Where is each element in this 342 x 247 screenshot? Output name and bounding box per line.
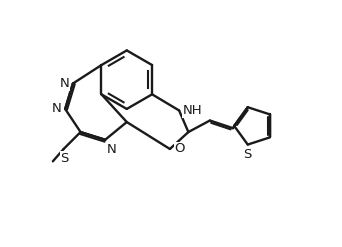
Text: NH: NH	[183, 104, 202, 117]
Text: N: N	[59, 77, 69, 90]
Text: N: N	[107, 143, 117, 156]
Text: N: N	[52, 103, 61, 115]
Text: S: S	[60, 152, 69, 165]
Text: O: O	[174, 143, 185, 156]
Text: S: S	[244, 148, 252, 161]
